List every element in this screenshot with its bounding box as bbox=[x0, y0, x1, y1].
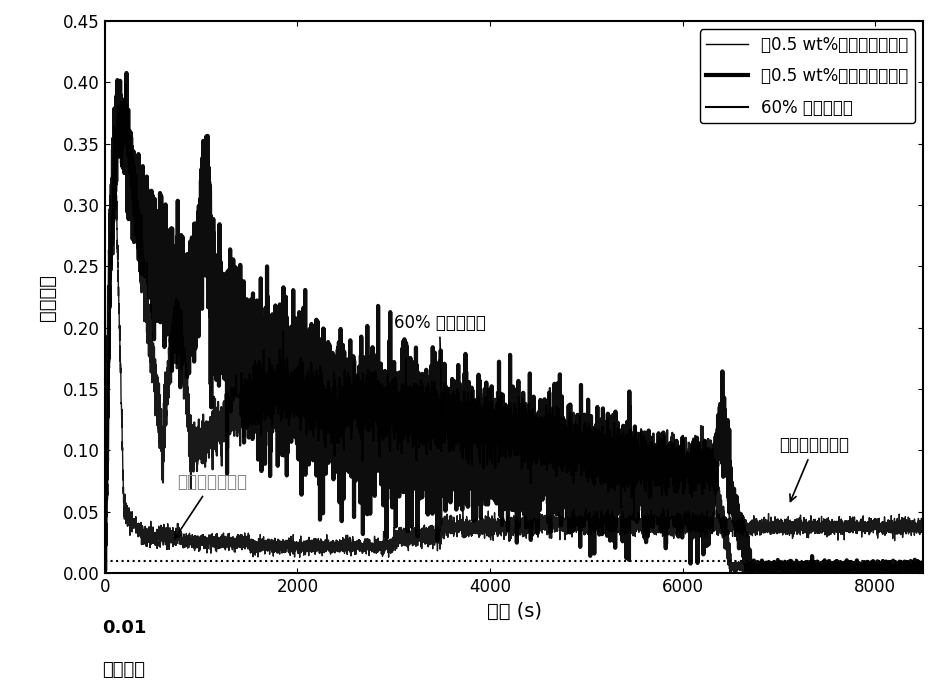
Text: 常规纳米水滑石: 常规纳米水滑石 bbox=[779, 436, 849, 501]
Y-axis label: 摩擦系数: 摩擦系数 bbox=[38, 273, 57, 321]
X-axis label: 时间 (s): 时间 (s) bbox=[486, 602, 542, 621]
Text: 60% 聚醚水溶液: 60% 聚醚水溶液 bbox=[394, 314, 486, 415]
Text: 0.01: 0.01 bbox=[102, 619, 147, 637]
Legend: 含0.5 wt%超薄纳米水滑石, 含0.5 wt%常规纳米水滑石, 60% 聚醚水溶液: 含0.5 wt%超薄纳米水滑石, 含0.5 wt%常规纳米水滑石, 60% 聚醚… bbox=[700, 29, 915, 123]
Text: 超滑界限: 超滑界限 bbox=[103, 661, 146, 679]
Text: 超薄纳米水滑石: 超薄纳米水滑石 bbox=[175, 473, 247, 539]
